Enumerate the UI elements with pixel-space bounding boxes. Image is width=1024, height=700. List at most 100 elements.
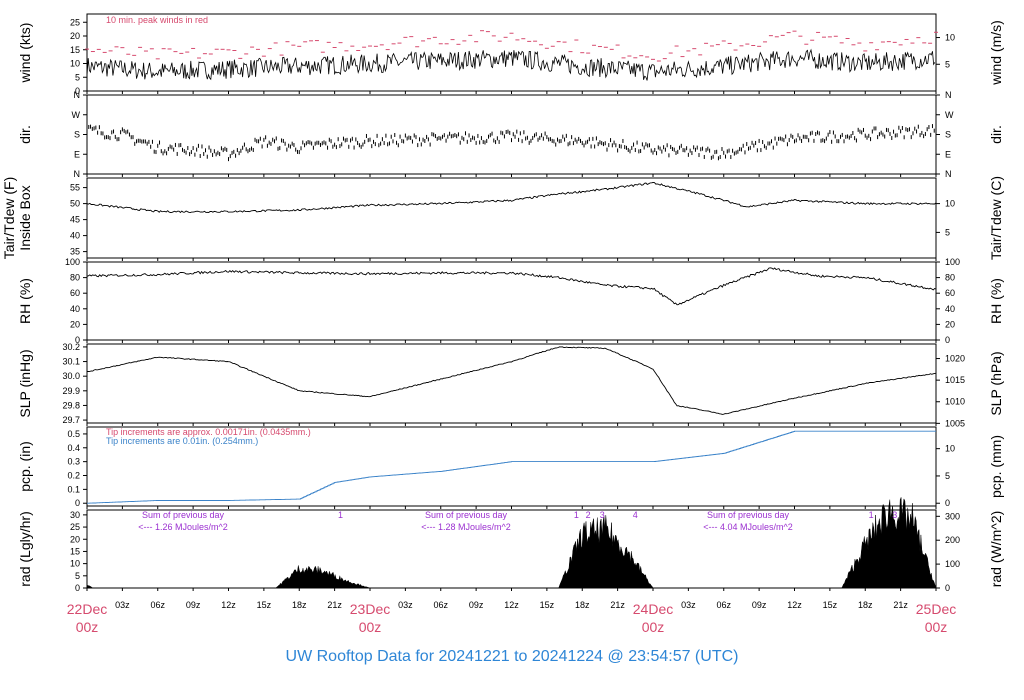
left-tick-label-slp: 29.8	[62, 400, 80, 410]
left-tick-label-pcp: 0.5	[67, 429, 80, 439]
left-tick-label-rad: 30	[70, 510, 80, 520]
left-tick-label-wind: 5	[75, 72, 80, 82]
right-axis-label-dir: dir.	[988, 125, 1004, 144]
x-hour-label: 15z	[823, 600, 838, 610]
x-hour-label: 03z	[115, 600, 130, 610]
panel-frame-rad	[86, 509, 937, 589]
panel-frame-rh	[86, 261, 937, 341]
left-tick-label-dir: N	[74, 90, 81, 100]
left-tick-label-dir: E	[74, 149, 80, 159]
right-tick-label-rad: 0	[945, 583, 950, 593]
right-axis-label-wind: wind (m/s)	[988, 20, 1004, 86]
left-tick-label-temp: 45	[70, 215, 80, 225]
left-tick-label-wind: 20	[70, 31, 80, 41]
left-tick-label-wind: 0	[75, 86, 80, 96]
right-tick-label-rh: 20	[945, 319, 955, 329]
x-hour-label: 21z	[893, 600, 908, 610]
right-tick-label-rh: 0	[945, 335, 950, 345]
x-hour-label: 06z	[433, 600, 448, 610]
left-tick-label-slp: 30.2	[62, 342, 80, 352]
rh-series-line	[86, 267, 937, 306]
panel-frame-temp	[86, 177, 937, 259]
left-tick-label-pcp: 0.2	[67, 471, 80, 481]
left-axis-label-wind: wind (kts)	[17, 23, 33, 84]
left-axis-label-dir: dir.	[17, 125, 33, 144]
rad-day-sum-value: <--- 1.28 MJoules/m^2	[421, 522, 511, 532]
left-axis-label-rad: rad (Lgly/hr)	[17, 511, 33, 586]
right-axis-label-rad: rad (W/m^2)	[988, 511, 1004, 588]
right-tick-label-slp: 1020	[945, 354, 965, 364]
x-hour-label: 21z	[327, 600, 342, 610]
left-tick-label-rh: 20	[70, 319, 80, 329]
right-tick-label-rad: 300	[945, 511, 960, 521]
x-hour-label: 18z	[575, 600, 590, 610]
left-tick-label-rad: 15	[70, 546, 80, 556]
left-axis-label-slp: SLP (inHg)	[17, 349, 33, 417]
left-tick-label-rad: 20	[70, 534, 80, 544]
x-hour-label: 12z	[504, 600, 519, 610]
right-tick-label-temp: 5	[945, 227, 950, 237]
rad-day-sum-title: Sum of previous day	[425, 510, 508, 520]
x-hour-label: 06z	[150, 600, 165, 610]
right-tick-label-rad: 200	[945, 535, 960, 545]
left-tick-label-dir: S	[74, 130, 80, 140]
right-tick-label-dir: N	[945, 90, 952, 100]
x-hour-label: 18z	[858, 600, 873, 610]
right-tick-label-rh: 60	[945, 288, 955, 298]
rad-marker: 3	[600, 510, 605, 520]
right-tick-label-slp: 1005	[945, 418, 965, 428]
rad-marker: 4	[633, 510, 638, 520]
left-tick-label-temp: 35	[70, 247, 80, 257]
wind-note: 10 min. peak winds in red	[106, 15, 208, 25]
left-tick-label-wind: 10	[70, 59, 80, 69]
left-axis-label-rh: RH (%)	[17, 278, 33, 324]
x-day-label: 22Dec	[67, 601, 107, 617]
wind-series-line	[86, 48, 936, 81]
right-tick-label-rad: 100	[945, 559, 960, 569]
pcp-note-approx: Tip increments are approx. 0.00171in. (0…	[106, 427, 311, 437]
left-tick-label-slp: 30.1	[62, 357, 80, 367]
left-tick-label-rh: 40	[70, 304, 80, 314]
x-day-label: 24Dec	[633, 601, 673, 617]
x-day-time-label: 00z	[925, 619, 948, 635]
right-tick-label-pcp: 5	[945, 471, 950, 481]
rad-marker: 2	[586, 510, 591, 520]
left-tick-label-rad: 5	[75, 571, 80, 581]
right-tick-label-dir: N	[945, 169, 952, 179]
x-hour-label: 12z	[221, 600, 236, 610]
left-axis-label-temp: Inside Box	[17, 185, 33, 250]
x-day-label: 25Dec	[916, 601, 956, 617]
right-tick-label-rh: 40	[945, 304, 955, 314]
x-day-time-label: 00z	[76, 619, 99, 635]
slp-series-line	[87, 346, 937, 415]
left-tick-label-rh: 80	[70, 273, 80, 283]
rad-marker: 1	[338, 510, 343, 520]
x-hour-label: 09z	[186, 600, 201, 610]
left-tick-label-slp: 29.9	[62, 386, 80, 396]
x-day-label: 23Dec	[350, 601, 390, 617]
rad-marker: 1	[869, 510, 874, 520]
left-tick-label-slp: 29.7	[62, 415, 80, 425]
left-tick-label-temp: 50	[70, 199, 80, 209]
left-tick-label-slp: 30.0	[62, 371, 80, 381]
left-tick-label-pcp: 0	[75, 498, 80, 508]
left-tick-label-rh: 0	[75, 335, 80, 345]
right-axis-label-temp: Tair/Tdew (C)	[988, 176, 1004, 260]
x-hour-label: 18z	[292, 600, 307, 610]
x-day-time-label: 00z	[642, 619, 665, 635]
left-tick-label-rh: 100	[65, 257, 80, 267]
left-axis-label-pcp: pcp. (in)	[17, 441, 33, 492]
right-tick-label-dir: W	[945, 110, 954, 120]
temp-series-line	[86, 182, 937, 214]
footer-title: UW Rooftop Data for 20241221 to 20241224…	[285, 648, 739, 665]
x-hour-label: 15z	[540, 600, 555, 610]
left-tick-label-rad: 0	[75, 583, 80, 593]
left-tick-label-wind: 25	[70, 17, 80, 27]
right-tick-label-rh: 80	[945, 273, 955, 283]
right-axis-label-pcp: pcp. (mm)	[988, 435, 1004, 498]
right-axis-label-rh: RH (%)	[988, 278, 1004, 324]
x-hour-label: 06z	[716, 600, 731, 610]
left-tick-label-pcp: 0.4	[67, 443, 80, 453]
panel-frame-pcp	[86, 426, 937, 507]
